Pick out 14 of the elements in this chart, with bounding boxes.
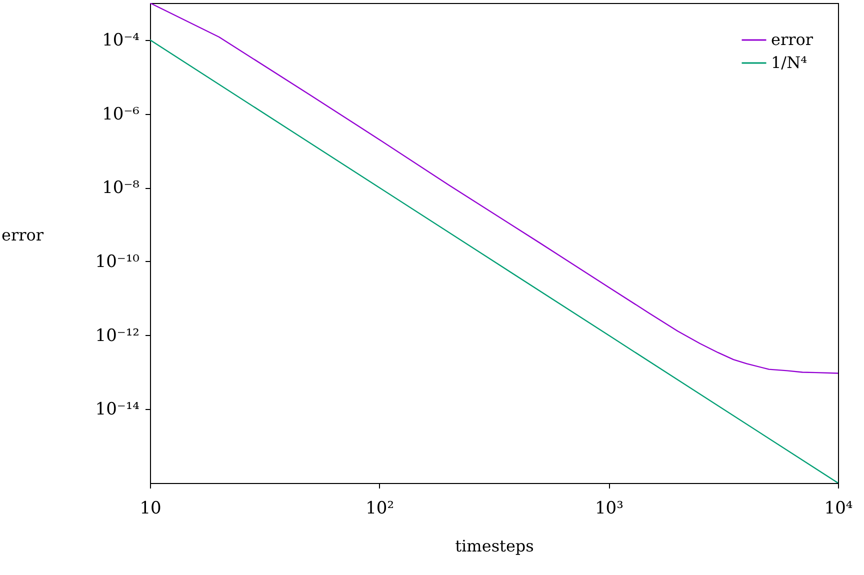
- x-tick-label: 10³: [594, 498, 624, 518]
- y-tick-label: 10⁻¹²: [95, 326, 140, 346]
- y-tick-label: 10⁻⁸: [102, 178, 140, 198]
- y-tick-label: 10⁻⁴: [102, 30, 140, 50]
- y-tick-label: 10⁻⁶: [102, 104, 140, 124]
- legend-label: 1/N⁴: [771, 53, 807, 72]
- y-axis-title: error: [1, 226, 44, 244]
- x-tick-label: 10²: [366, 498, 394, 518]
- y-tick-label: 10⁻¹⁰: [95, 252, 140, 272]
- y-tick-label: 10⁻¹⁴: [95, 400, 140, 420]
- x-axis-title: timesteps: [455, 536, 534, 556]
- x-tick-label: 10⁴: [824, 498, 853, 518]
- legend-label: error: [771, 30, 814, 49]
- x-tick-label: 10: [140, 498, 162, 518]
